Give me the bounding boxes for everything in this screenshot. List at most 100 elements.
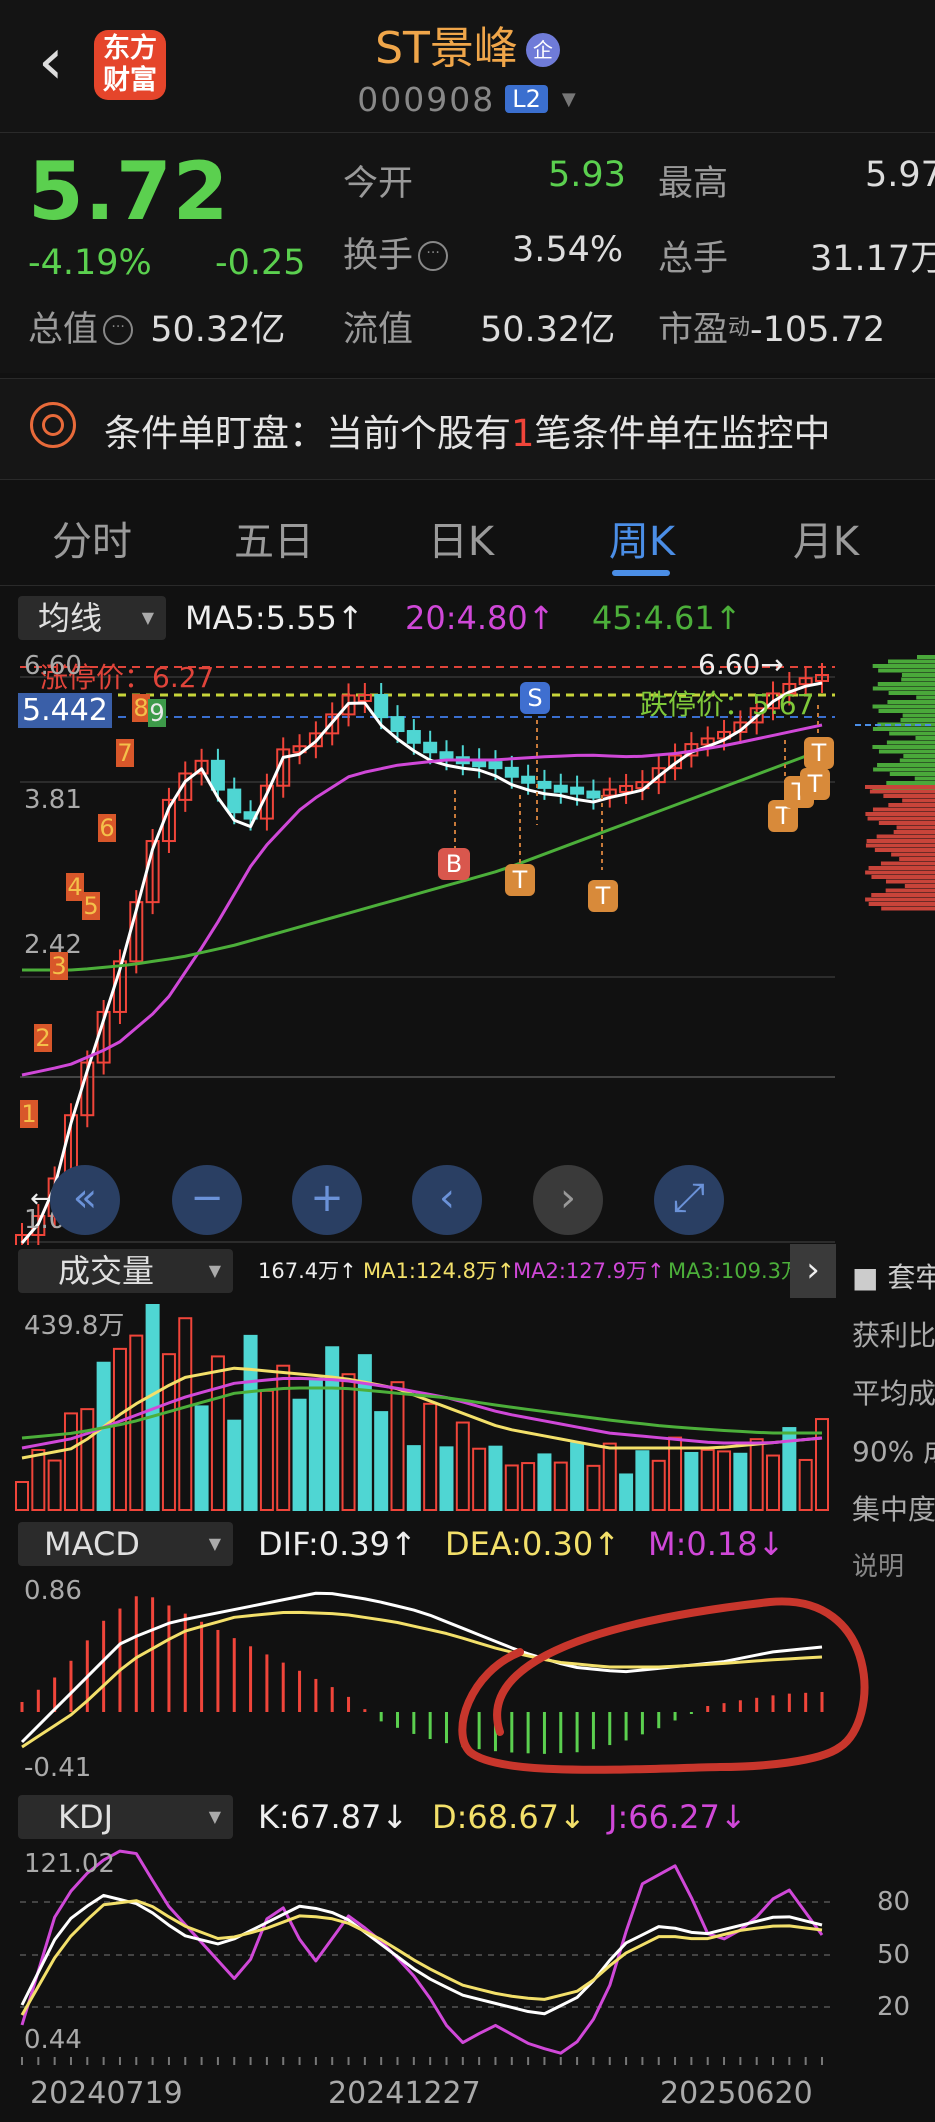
scroll-left-button[interactable]: ‹ bbox=[412, 1165, 482, 1235]
ma-selector[interactable]: 均线 ▼ bbox=[18, 596, 166, 640]
stock-code[interactable]: 000908 L2 ▼ bbox=[0, 80, 935, 119]
y-label-mid1: 3.81 bbox=[24, 785, 82, 815]
tab-daily-k[interactable]: 日K bbox=[427, 519, 495, 565]
depth-bar bbox=[869, 789, 935, 794]
turnover-row: 换手 ··· bbox=[343, 227, 449, 278]
volume-bar bbox=[259, 1389, 274, 1511]
macd-bar bbox=[265, 1654, 269, 1712]
candle-body bbox=[668, 754, 683, 770]
zoom-out-button[interactable]: − bbox=[172, 1165, 242, 1235]
open-value: 5.93 bbox=[548, 155, 626, 195]
kdj-max-label: 121.02 bbox=[24, 1849, 115, 1879]
tab-monthly-k[interactable]: 月K bbox=[792, 519, 860, 565]
depth-bar bbox=[914, 776, 935, 781]
t-marker[interactable]: T bbox=[804, 737, 834, 769]
hand-drawn-circle bbox=[458, 1597, 869, 1774]
ma20-line bbox=[21, 723, 823, 1077]
depth-bar bbox=[888, 691, 935, 695]
t-marker[interactable]: T bbox=[800, 768, 830, 800]
macd-bar bbox=[428, 1712, 432, 1740]
expand-right-icon[interactable]: › bbox=[790, 1244, 836, 1298]
macd-bar bbox=[804, 1692, 808, 1712]
depth-bar bbox=[865, 812, 935, 816]
kdj-chart[interactable] bbox=[0, 1845, 935, 2067]
candle-body bbox=[194, 759, 209, 775]
macd-bar bbox=[738, 1700, 742, 1712]
tab-five-day[interactable]: 五日 bbox=[234, 519, 314, 565]
macd-bar bbox=[608, 1712, 612, 1746]
kdj-j: J:66.27↓ bbox=[608, 1798, 747, 1836]
condition-order-banner[interactable] bbox=[0, 378, 935, 480]
kdj-level-20: 20 bbox=[877, 1992, 911, 2022]
kdj-level-80: 80 bbox=[877, 1887, 911, 1917]
zoom-in-button[interactable]: + bbox=[292, 1165, 362, 1235]
depth-bar bbox=[872, 704, 935, 709]
tab-weekly-k[interactable]: 周K bbox=[608, 519, 676, 565]
condition-order-text[interactable]: 条件单盯盘：当前个股有1笔条件单在监控中 bbox=[104, 403, 831, 457]
candle-body bbox=[521, 775, 536, 784]
macd-bar bbox=[412, 1712, 416, 1734]
volume-selector[interactable]: 成交量 ▼ bbox=[18, 1249, 233, 1293]
macd-bar bbox=[281, 1662, 285, 1712]
side-panel-explain[interactable]: 说明 bbox=[852, 1552, 905, 1582]
t-marker[interactable]: T bbox=[588, 880, 618, 912]
sell-marker[interactable]: S bbox=[520, 682, 550, 714]
float-value: 50.32亿 bbox=[480, 310, 616, 350]
volume-max-label: 439.8万 bbox=[24, 1311, 125, 1341]
candle-body bbox=[570, 786, 585, 795]
depth-bar bbox=[885, 879, 935, 884]
total-value-label: 总值 bbox=[28, 310, 99, 350]
info-icon[interactable]: ··· bbox=[418, 241, 449, 271]
t-marker[interactable]: T bbox=[505, 864, 535, 896]
volume-bar bbox=[570, 1442, 585, 1512]
candle-body bbox=[31, 1215, 46, 1236]
total-hands-label: 总手 bbox=[658, 239, 729, 279]
macd-bar bbox=[706, 1706, 710, 1712]
dif-line bbox=[20, 1591, 823, 1744]
macd-bar bbox=[134, 1596, 138, 1712]
volume-bar bbox=[308, 1377, 323, 1511]
candle-body bbox=[357, 694, 372, 702]
candle-body bbox=[406, 730, 421, 744]
kline-chart[interactable] bbox=[0, 645, 935, 1245]
depth-bar bbox=[868, 866, 935, 870]
macd-bar bbox=[102, 1620, 106, 1712]
chevron-down-icon[interactable]: ▼ bbox=[561, 89, 578, 110]
depth-bar bbox=[873, 767, 935, 772]
buy-marker[interactable]: B bbox=[438, 848, 470, 880]
date-label-mid: 20241227 bbox=[328, 2076, 481, 2111]
depth-bar bbox=[881, 906, 935, 911]
count-marker: 5 bbox=[82, 892, 100, 920]
depth-bar bbox=[886, 740, 935, 745]
kdj-selector[interactable]: KDJ ▼ bbox=[18, 1795, 233, 1839]
macd-bar bbox=[493, 1712, 497, 1752]
volume-bar bbox=[96, 1361, 111, 1511]
caret-down-icon: ▼ bbox=[208, 1807, 221, 1826]
scroll-right-button[interactable]: › bbox=[533, 1165, 603, 1235]
depth-bar bbox=[903, 754, 935, 758]
info-icon[interactable]: ··· bbox=[103, 315, 134, 345]
candle-body bbox=[488, 761, 503, 770]
depth-bar bbox=[888, 803, 935, 807]
price-tag[interactable]: 5.442 bbox=[18, 693, 112, 728]
macd-bar bbox=[722, 1703, 726, 1712]
macd-chart[interactable] bbox=[0, 1572, 935, 1787]
depth-bar bbox=[917, 655, 935, 659]
fullscreen-button[interactable]: ⤢ bbox=[654, 1165, 724, 1235]
back-icon[interactable]: ‹ bbox=[38, 25, 64, 99]
rewind-button[interactable]: « bbox=[50, 1165, 120, 1235]
macd-selector[interactable]: MACD ▼ bbox=[18, 1522, 233, 1566]
depth-bar bbox=[867, 816, 935, 821]
limit-down-label: 跌停价：5.67 bbox=[640, 688, 815, 721]
volume-chart[interactable] bbox=[0, 1298, 935, 1516]
candle-body bbox=[798, 677, 813, 686]
chip-side-panel[interactable]: ■ 套牢 获利比 平均成 90% 成 集中度 说明 bbox=[852, 1256, 935, 1601]
change-amount: -0.25 bbox=[215, 243, 306, 283]
macd-bar bbox=[624, 1712, 628, 1741]
volume-bar bbox=[178, 1317, 193, 1511]
target-icon bbox=[30, 402, 76, 448]
tab-intraday[interactable]: 分时 bbox=[52, 519, 132, 565]
macd-bar bbox=[689, 1712, 693, 1714]
macd-bar bbox=[330, 1687, 334, 1712]
macd-bar bbox=[183, 1613, 187, 1712]
